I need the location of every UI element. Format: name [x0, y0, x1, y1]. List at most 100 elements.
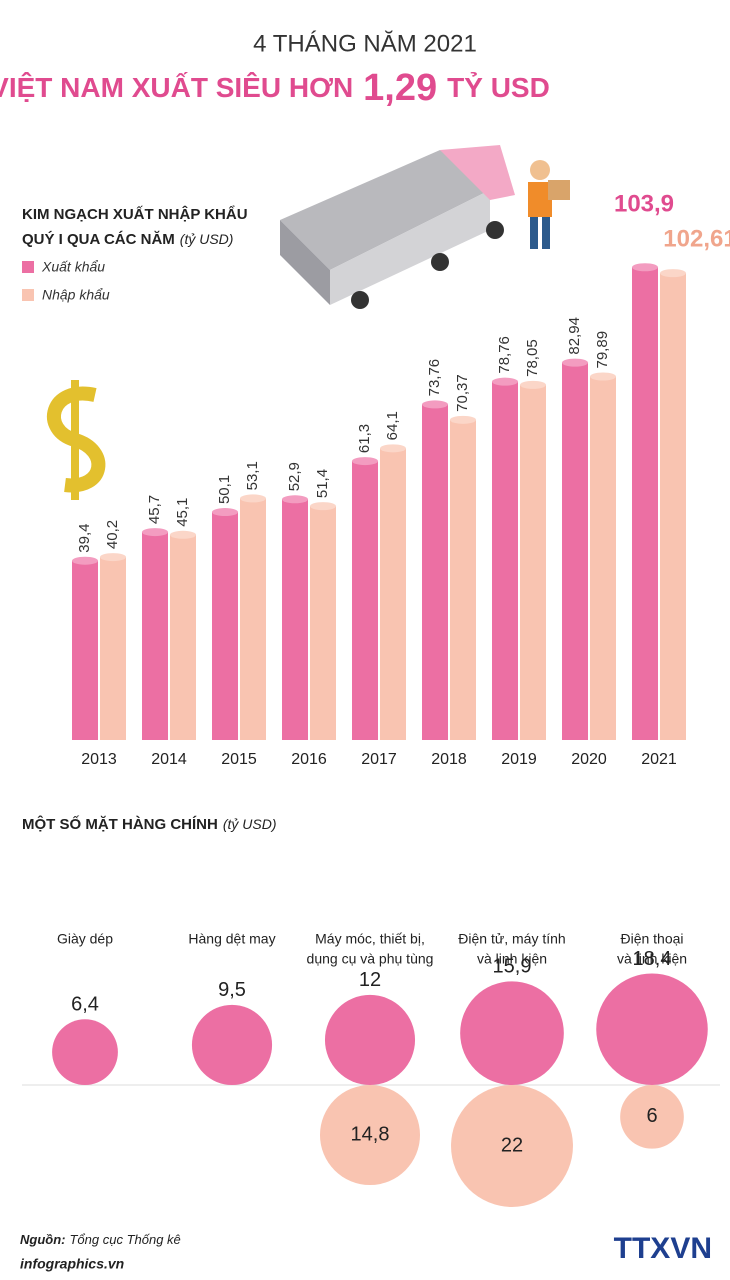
bar-top: [240, 494, 266, 503]
bar: [562, 362, 588, 740]
bubble: [596, 973, 708, 1085]
data-label: 82,94: [566, 317, 583, 355]
x-tick-label: 2014: [151, 751, 187, 768]
bar: [520, 384, 546, 740]
x-tick-label: 2018: [431, 751, 467, 768]
bar: [450, 419, 476, 740]
category-label: và linh kiện: [617, 951, 687, 967]
bar: [352, 461, 378, 740]
bubble-chart-title: MỘT SỐ MẶT HÀNG CHÍNH (tỷ USD): [22, 815, 277, 833]
category-label: Máy móc, thiết bị,: [315, 931, 425, 947]
data-label: 45,1: [174, 498, 191, 527]
bar: [660, 273, 686, 740]
data-label: 39,4: [76, 524, 93, 553]
bar: [632, 267, 658, 740]
title-text: VIỆT NAM XUẤT SIÊU HƠN: [0, 72, 353, 103]
data-label: 73,76: [426, 359, 443, 397]
x-tick-label: 2016: [291, 751, 327, 768]
data-label: 53,1: [244, 461, 261, 490]
bar: [380, 448, 406, 740]
subtitle-text: QUÝ I QUA CÁC NĂM: [22, 230, 175, 248]
site: infographics.vn: [20, 1256, 124, 1272]
x-tick-label: 2019: [501, 751, 537, 768]
data-label: 6: [646, 1105, 657, 1127]
category-label: Giày dép: [57, 931, 113, 947]
x-tick-label: 2020: [571, 751, 607, 768]
bar: [72, 560, 98, 740]
logo: TTXVN: [614, 1232, 712, 1265]
bubble: [324, 994, 416, 1085]
bubble-title-text: MỘT SỐ MẶT HÀNG CHÍNH: [22, 815, 218, 833]
data-label: 52,9: [286, 462, 303, 491]
category-label: Điện tử, máy tính: [458, 931, 565, 947]
data-label: 61,3: [356, 424, 373, 453]
bar: [240, 498, 266, 740]
truck-icon: [280, 145, 515, 309]
bar-top: [632, 263, 658, 272]
bar-top: [310, 502, 336, 511]
bar-top: [142, 528, 168, 537]
bar-top: [492, 377, 518, 386]
dollar-icon: [47, 380, 106, 500]
worker-icon: [528, 160, 570, 249]
bar-top: [422, 400, 448, 409]
category-label: Hàng dệt may: [188, 931, 275, 947]
bar-top: [72, 556, 98, 565]
legend-label: Xuất khẩu: [41, 259, 105, 275]
bubble: [191, 1004, 273, 1085]
bar-chart-title: KIM NGẠCH XUẤT NHẬP KHẨU: [22, 205, 248, 223]
bubble-title-unit: (tỷ USD): [223, 816, 277, 832]
source-label: Nguồn:: [20, 1232, 65, 1247]
category-label: dụng cụ và phụ tùng: [307, 951, 434, 967]
data-label: 78,05: [524, 339, 541, 377]
bar-top: [450, 415, 476, 424]
data-label: 64,1: [384, 411, 401, 440]
data-label: 12: [359, 969, 381, 991]
category-label: Điện thoại: [620, 931, 683, 947]
bar-chart-subtitle: QUÝ I QUA CÁC NĂM (tỷ USD): [22, 230, 233, 248]
x-tick-label: 2015: [221, 751, 257, 768]
data-label: 79,89: [594, 331, 611, 369]
bar-top: [380, 444, 406, 453]
marks: 2013 39,4 40,2 2014 45,7 45,1 2015 50,1 53,1 2016…: [22, 190, 730, 1207]
data-label: 102,61: [663, 225, 730, 252]
bar-top: [562, 358, 588, 367]
bar: [422, 404, 448, 740]
category-label: và linh kiện: [477, 951, 547, 967]
bubble: [52, 1019, 118, 1085]
bar: [282, 499, 308, 740]
bar-top: [520, 380, 546, 389]
data-label: 70,37: [454, 374, 471, 412]
title-line2: VIỆT NAM XUẤT SIÊU HƠN 1,29 TỶ USD: [0, 67, 550, 109]
source: Nguồn: Tổng cục Thống kê: [20, 1232, 181, 1247]
bar-top: [660, 269, 686, 278]
legend-swatch: [22, 289, 34, 301]
title-unit: TỶ USD: [447, 71, 550, 103]
data-label: 103,9: [614, 190, 674, 217]
data-label: 50,1: [216, 475, 233, 504]
data-label: 14,8: [351, 1123, 390, 1145]
data-label: 40,2: [104, 520, 121, 549]
title-line1: 4 THÁNG NĂM 2021: [253, 30, 477, 57]
bubble: [620, 1085, 684, 1149]
bar: [170, 534, 196, 740]
bubble: [319, 1085, 421, 1186]
bar-top: [352, 457, 378, 466]
x-tick-label: 2021: [641, 751, 677, 768]
bar-top: [590, 372, 616, 381]
x-tick-label: 2013: [81, 751, 117, 768]
data-label: 6,4: [71, 994, 99, 1016]
subtitle-unit: (tỷ USD): [180, 231, 234, 247]
data-label: 9,5: [218, 979, 246, 1001]
bar-top: [212, 508, 238, 517]
data-label: 51,4: [314, 469, 331, 498]
legend-label: Nhập khẩu: [42, 287, 110, 303]
data-label: 78,76: [496, 336, 513, 374]
bubble: [451, 1085, 573, 1207]
title-highlight: 1,29: [363, 67, 437, 109]
bar-top: [100, 553, 126, 562]
bar: [590, 376, 616, 740]
data-label: 15,9: [493, 956, 532, 978]
bar: [100, 557, 126, 740]
bar: [212, 512, 238, 740]
